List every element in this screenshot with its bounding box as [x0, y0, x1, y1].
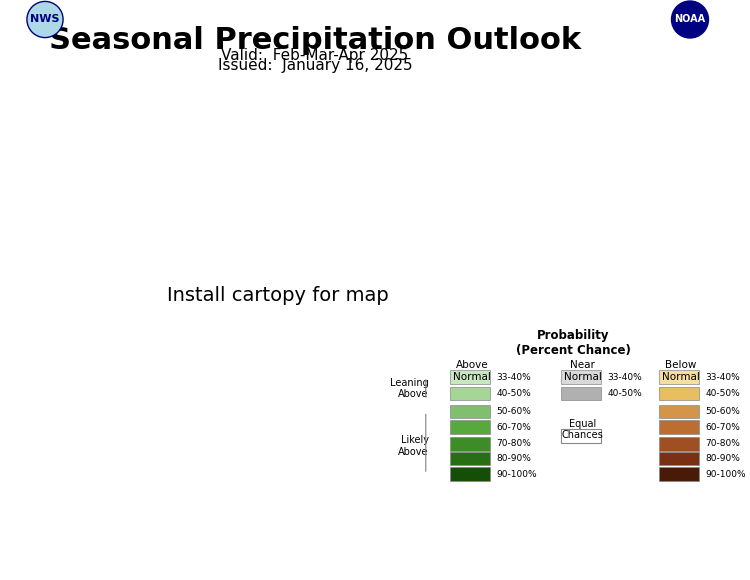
Text: 60-70%: 60-70%	[706, 423, 740, 432]
FancyBboxPatch shape	[659, 405, 700, 418]
Text: Leaning
Above: Leaning Above	[390, 378, 429, 399]
Text: Likely
Above: Likely Above	[398, 435, 429, 456]
FancyBboxPatch shape	[659, 467, 700, 481]
Text: NOAA: NOAA	[674, 14, 706, 24]
Text: 33-40%: 33-40%	[608, 372, 642, 382]
FancyBboxPatch shape	[450, 387, 491, 400]
Text: 70-80%: 70-80%	[706, 439, 740, 448]
Text: NWS: NWS	[30, 14, 60, 24]
Text: Seasonal Precipitation Outlook: Seasonal Precipitation Outlook	[49, 26, 581, 55]
Text: 33-40%: 33-40%	[706, 372, 740, 382]
FancyBboxPatch shape	[561, 370, 601, 384]
Text: 70-80%: 70-80%	[496, 439, 531, 448]
Text: 80-90%: 80-90%	[496, 454, 531, 463]
FancyBboxPatch shape	[659, 387, 700, 400]
FancyBboxPatch shape	[561, 387, 601, 400]
FancyBboxPatch shape	[450, 452, 491, 465]
FancyBboxPatch shape	[561, 429, 601, 443]
Text: Below
Normal: Below Normal	[662, 360, 700, 382]
Text: 40-50%: 40-50%	[496, 389, 531, 398]
Text: Above
Normal: Above Normal	[453, 360, 491, 382]
FancyBboxPatch shape	[450, 405, 491, 418]
Text: 50-60%: 50-60%	[706, 407, 740, 416]
Text: Likely
Below: Likely Below	[748, 435, 750, 456]
Text: 50-60%: 50-60%	[496, 407, 531, 416]
Text: 40-50%: 40-50%	[608, 389, 642, 398]
FancyBboxPatch shape	[450, 370, 491, 384]
Text: Valid:  Feb-Mar-Apr 2025: Valid: Feb-Mar-Apr 2025	[221, 48, 409, 63]
Text: 90-100%: 90-100%	[496, 470, 537, 478]
Text: 33-40%: 33-40%	[496, 372, 531, 382]
Text: Equal
Chances: Equal Chances	[562, 419, 604, 440]
FancyBboxPatch shape	[450, 420, 491, 434]
FancyBboxPatch shape	[659, 437, 700, 451]
FancyBboxPatch shape	[450, 437, 491, 451]
FancyBboxPatch shape	[659, 452, 700, 465]
Text: 60-70%: 60-70%	[496, 423, 531, 432]
Text: Issued:  January 16, 2025: Issued: January 16, 2025	[217, 58, 412, 73]
Text: Near
Normal: Near Normal	[564, 360, 602, 382]
Text: 80-90%: 80-90%	[706, 454, 740, 463]
FancyBboxPatch shape	[659, 370, 700, 384]
Text: 90-100%: 90-100%	[706, 470, 746, 478]
FancyBboxPatch shape	[659, 420, 700, 434]
Text: Leaning
Below: Leaning Below	[748, 378, 750, 399]
Text: Install cartopy for map: Install cartopy for map	[166, 287, 388, 305]
Text: Probability
(Percent Chance): Probability (Percent Chance)	[516, 329, 631, 357]
FancyBboxPatch shape	[450, 467, 491, 481]
Text: 40-50%: 40-50%	[706, 389, 740, 398]
